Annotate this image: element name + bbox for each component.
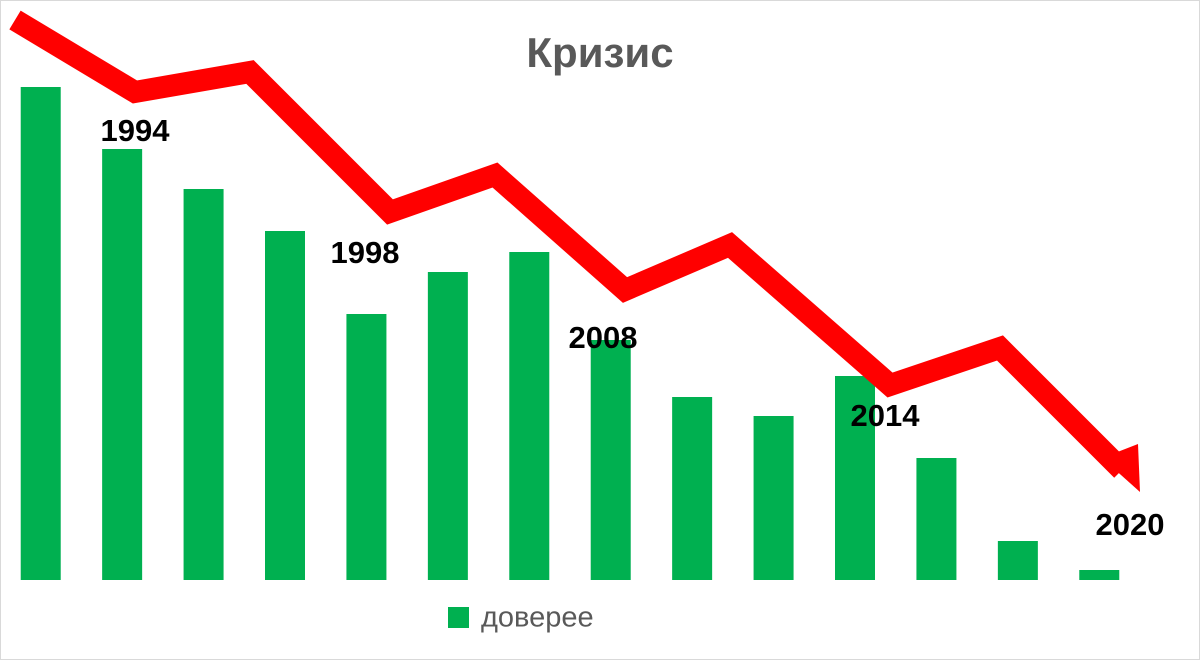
annotation: 2020 xyxy=(1096,507,1165,542)
bars xyxy=(20,87,1120,580)
bar xyxy=(265,231,305,580)
bar xyxy=(753,416,794,580)
annotation: 2008 xyxy=(569,320,638,355)
bar xyxy=(835,376,875,580)
legend-label: доверее xyxy=(481,602,594,634)
bar xyxy=(916,458,957,580)
annotation: 2014 xyxy=(851,398,921,433)
bar xyxy=(20,87,61,580)
trend-arrow xyxy=(9,10,1140,492)
bar xyxy=(672,397,713,580)
legend-swatch xyxy=(448,607,469,628)
arrow-head xyxy=(1102,444,1140,492)
bar xyxy=(102,149,143,580)
bar xyxy=(346,314,387,580)
annotation: 1998 xyxy=(331,235,400,270)
bar xyxy=(183,189,224,580)
bar xyxy=(509,252,550,580)
annotations: 1994 1998 2008 2014 2020 xyxy=(101,113,1165,542)
bar xyxy=(1079,570,1120,580)
chart-title: Кризис xyxy=(526,29,673,76)
bar xyxy=(427,272,468,580)
arrow-line xyxy=(9,10,1130,478)
legend: доверее xyxy=(448,602,594,634)
bar xyxy=(997,541,1038,580)
bar xyxy=(590,340,631,580)
annotation: 1994 xyxy=(101,113,171,148)
